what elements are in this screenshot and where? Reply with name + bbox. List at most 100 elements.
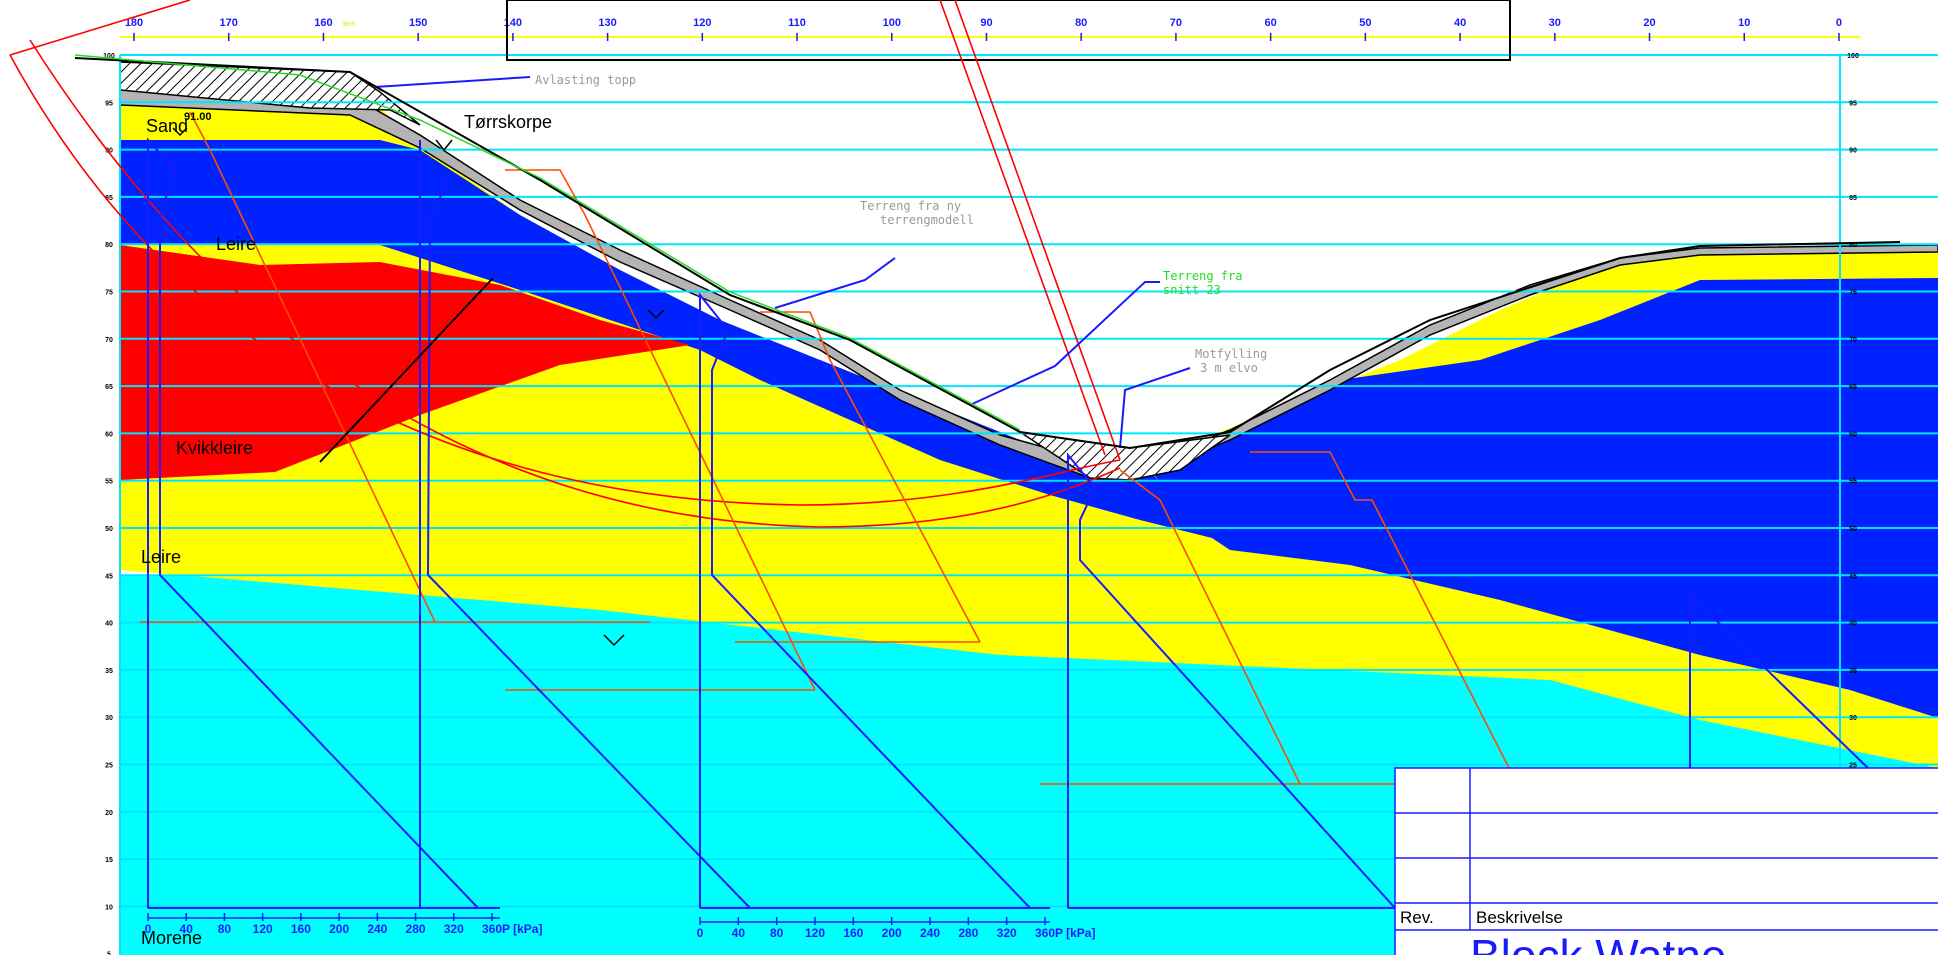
borehole-4 bbox=[1067, 452, 1400, 909]
distance-tick-label: 120 bbox=[693, 17, 711, 29]
water-marker-3 bbox=[647, 309, 665, 320]
pressure-tick-label: 0 bbox=[697, 926, 704, 940]
note-motfylling-2: 3 m elvo bbox=[1200, 361, 1258, 375]
slip-line-top-left bbox=[9, 0, 191, 56]
borehole-5 bbox=[1689, 592, 1871, 790]
su-profile-5 bbox=[1250, 451, 1511, 771]
annotations: Avlasting topp Terreng fra ny terrengmod… bbox=[535, 73, 1267, 375]
distance-tick-label: 30 bbox=[1549, 17, 1561, 29]
elevation-tick-left: 15 bbox=[105, 857, 113, 864]
label-torrskorpe: Tørrskorpe bbox=[464, 112, 552, 132]
project-title: Block Watne bbox=[1470, 930, 1727, 955]
elevation-tick-left: 95 bbox=[105, 100, 113, 107]
pressure-tick-label: 120 bbox=[253, 922, 273, 936]
borehole-profiles bbox=[147, 76, 1871, 909]
label-kvikkleire: Kvikkleire bbox=[176, 438, 253, 458]
elevation-tick-right: 30 bbox=[1849, 715, 1857, 722]
elevation-tick-right: 75 bbox=[1849, 290, 1857, 297]
borehole-2 bbox=[419, 140, 751, 909]
distance-tick-label: 170 bbox=[220, 17, 238, 29]
distance-tick-label: 40 bbox=[1454, 17, 1466, 29]
pressure-tick-label: 280 bbox=[406, 922, 426, 936]
water-level-markers bbox=[172, 127, 665, 647]
elevation-tick-right: 35 bbox=[1849, 668, 1857, 675]
elevation-axis-left: 100 95 90 85 80 75 70 65 60 55 50 45 40 35 30 25 20 15 10 5 bbox=[103, 53, 121, 955]
elevation-tick-right: 40 bbox=[1849, 621, 1857, 628]
distance-tick-label: 70 bbox=[1170, 17, 1182, 29]
pressure-tick-label: 80 bbox=[770, 926, 784, 940]
distance-tick-label: 60 bbox=[1265, 17, 1277, 29]
elevation-tick-left: 55 bbox=[105, 479, 113, 486]
note-terreng-1: Terreng fra ny bbox=[860, 199, 961, 213]
slip-circle-outer bbox=[29, 39, 1121, 528]
water-marker-1 bbox=[172, 127, 188, 137]
elevation-tick-left: 50 bbox=[105, 526, 113, 533]
slip-surfaces bbox=[9, 0, 1121, 528]
slip-circle-large bbox=[9, 54, 1121, 506]
distance-tick-label: 50 bbox=[1359, 17, 1371, 29]
section-reference-box bbox=[506, 0, 1511, 61]
distance-tick-label: 150 bbox=[409, 17, 427, 29]
title-block: Rev. Beskrivelse Block Watne bbox=[1394, 767, 1938, 955]
elevation-tick-left: 60 bbox=[105, 431, 113, 438]
torrskorpe-layer bbox=[119, 89, 1938, 483]
leire-layer-right bbox=[1150, 278, 1938, 718]
pressure-tick-label: 40 bbox=[180, 922, 194, 936]
arrow-terreng-ny bbox=[774, 257, 896, 309]
distance-tick-label: 140 bbox=[504, 17, 522, 29]
distance-tick-label: 90 bbox=[980, 17, 992, 29]
terrain-line-green bbox=[74, 54, 1021, 431]
beskrivelse-label: Beskrivelse bbox=[1476, 908, 1563, 927]
elevation-tick-right: 45 bbox=[1849, 573, 1857, 580]
label-leire-upper: Leire bbox=[216, 234, 256, 254]
elevation-tick-right: 85 bbox=[1849, 195, 1857, 202]
note-terreng-green-1: Terreng fra bbox=[1163, 269, 1242, 283]
distance-tick-label: 20 bbox=[1643, 17, 1655, 29]
distance-tick-label: 160 bbox=[314, 17, 332, 29]
distance-tick-label: 180 bbox=[125, 17, 143, 29]
elevation-tick-right: 25 bbox=[1849, 763, 1857, 770]
elevation-tick-right: 95 bbox=[1849, 100, 1857, 107]
borehole-1 bbox=[147, 137, 479, 909]
pressure-tick-label: 80 bbox=[218, 922, 232, 936]
distance-tick-label: 100 bbox=[883, 17, 901, 29]
pressure-tick-label: 320 bbox=[997, 926, 1017, 940]
pressure-tick-label: 240 bbox=[367, 922, 387, 936]
label-morene: Morene bbox=[141, 928, 202, 948]
elevation-tick-left: 40 bbox=[105, 621, 113, 628]
water-marker-4 bbox=[603, 634, 625, 647]
arrow-avlasting bbox=[374, 76, 531, 88]
note-terreng-green-2: snitt 23 bbox=[1163, 283, 1221, 297]
elevation-tick-right: 90 bbox=[1849, 148, 1857, 155]
borehole-3 bbox=[699, 292, 1050, 909]
pressure-tick-label: 360 bbox=[482, 922, 502, 936]
distance-tick-label: 130 bbox=[598, 17, 616, 29]
elevation-tick-right: 55 bbox=[1849, 479, 1857, 486]
label-bh5: BH5 bbox=[343, 21, 356, 28]
pressure-tick-label: 0 bbox=[145, 922, 152, 936]
title-block-frame bbox=[1394, 767, 1938, 955]
elevation-axis-right: 100 95 90 85 80 75 70 65 60 55 50 45 40 35 30 25 bbox=[1839, 53, 1859, 770]
elevation-tick-left: 85 bbox=[105, 195, 113, 202]
distance-tick-label: 0 bbox=[1836, 17, 1842, 29]
failure-line bbox=[319, 277, 494, 463]
su-profile-1 bbox=[140, 111, 650, 623]
pressure-tick-label: 200 bbox=[329, 922, 349, 936]
elevation-tick-right: 50 bbox=[1849, 526, 1857, 533]
pressure-axis-1: 0 40 80 120 160 200 240 280 320 360 P [kPa] bbox=[145, 913, 542, 936]
pressure-tick-label: 120 bbox=[805, 926, 825, 940]
elevation-tick-right: 100 bbox=[1847, 53, 1859, 60]
elevation-tick-left: 30 bbox=[105, 715, 113, 722]
note-motfylling-1: Motfylling bbox=[1195, 347, 1267, 361]
pressure-tick-label: 360 bbox=[1035, 926, 1055, 940]
elevation-tick-right: 65 bbox=[1849, 384, 1857, 391]
arrow-terreng-snitt bbox=[969, 281, 1160, 406]
note-avlasting-topp: Avlasting topp bbox=[535, 73, 636, 87]
slip-line-steep-1 bbox=[954, 0, 1121, 461]
arrow-motfylling bbox=[1119, 367, 1191, 449]
pressure-tick-label: 160 bbox=[291, 922, 311, 936]
surface-layers bbox=[119, 61, 1938, 483]
water-marker-2 bbox=[435, 139, 453, 152]
elevation-tick-left: 75 bbox=[105, 290, 113, 297]
